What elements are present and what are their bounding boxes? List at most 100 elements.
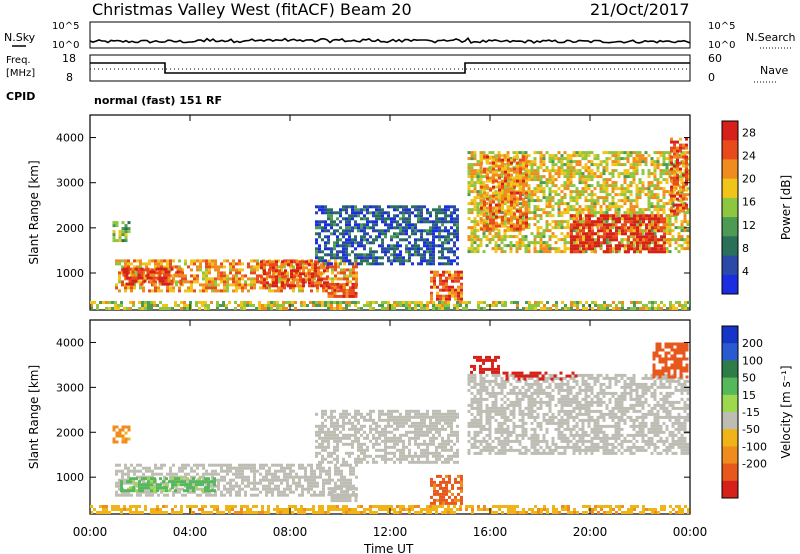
scatter-cell <box>177 483 180 487</box>
scatter-cell <box>557 205 561 209</box>
scatter-cell <box>141 304 144 307</box>
scatter-cell <box>575 193 579 197</box>
scatter-cell <box>265 277 268 281</box>
scatter-cell <box>476 169 480 173</box>
scatter-cell <box>369 301 372 304</box>
scatter-cell <box>211 265 214 269</box>
scatter-cell <box>663 250 666 254</box>
scatter-cell <box>330 232 333 236</box>
scatter-cell <box>575 187 579 191</box>
scatter-cell <box>654 220 657 224</box>
scatter-cell <box>247 481 250 485</box>
scatter-cell <box>498 224 501 228</box>
scatter-cell <box>178 259 181 263</box>
scatter-cell <box>681 307 684 310</box>
scatter-cell <box>591 229 594 233</box>
scatter-cell <box>411 262 414 266</box>
scatter-cell <box>457 276 460 280</box>
scatter-cell <box>381 262 384 266</box>
scatter-cell <box>339 304 342 307</box>
scatter-cell <box>390 226 393 230</box>
scatter-cell <box>632 172 636 176</box>
scatter-cell <box>238 475 241 479</box>
scatter-cell <box>133 469 136 473</box>
scatter-cell <box>609 235 612 239</box>
scatter-cell <box>363 259 366 263</box>
scatter-cell <box>633 220 636 224</box>
scatter-cell <box>433 282 436 286</box>
scatter-cell <box>417 304 420 307</box>
scatter-cell <box>638 226 642 230</box>
scatter-cell <box>308 278 311 282</box>
scatter-cell <box>345 211 348 215</box>
scatter-cell <box>683 214 687 218</box>
scatter-cell <box>263 281 266 285</box>
scatter-cell <box>327 241 330 245</box>
scatter-cell <box>651 247 654 251</box>
scatter-cell <box>438 304 441 307</box>
scatter-cell <box>408 214 411 218</box>
scatter-cell <box>676 182 679 186</box>
scatter-cell <box>351 217 354 221</box>
scatter-cell <box>432 208 435 212</box>
scatter-cell <box>124 431 128 435</box>
scatter-cell <box>510 197 513 201</box>
scatter-cell <box>327 253 330 257</box>
scatter-cell <box>298 268 301 272</box>
scatter-cell <box>196 277 199 281</box>
scatter-cell <box>102 301 105 304</box>
scatter-cell <box>151 268 154 272</box>
scatter-cell <box>450 247 453 251</box>
scatter-cell <box>327 294 331 298</box>
scatter-cell <box>479 199 483 203</box>
scatter-cell <box>473 235 477 239</box>
scatter-cell <box>587 175 591 179</box>
scatter-cell <box>504 304 507 307</box>
scatter-cell <box>127 425 131 429</box>
scatter-cell <box>260 266 263 270</box>
scatter-cell <box>429 214 432 218</box>
scatter-cell <box>317 281 320 285</box>
scatter-cell <box>438 208 441 212</box>
scatter-cell <box>530 217 534 221</box>
scatter-cell <box>624 217 627 221</box>
scatter-cell <box>539 190 543 194</box>
scatter-cell <box>174 483 177 487</box>
scatter-cell <box>542 250 546 254</box>
scatter-cell <box>405 220 408 224</box>
scatter-cell <box>148 466 151 470</box>
scatter-cell <box>629 211 633 215</box>
scatter-cell <box>145 493 148 497</box>
scatter-cell <box>357 244 360 248</box>
scatter-cell <box>333 256 336 260</box>
scatter-cell <box>435 229 438 233</box>
scatter-cell <box>118 230 122 234</box>
scatter-cell <box>366 205 369 209</box>
scatter-cell <box>402 211 405 215</box>
scatter-cell <box>576 247 579 251</box>
scatter-cell <box>650 223 654 227</box>
scatter-cell <box>479 244 483 248</box>
scatter-cell <box>621 307 624 310</box>
scatter-cell <box>560 196 564 200</box>
scatter-cell <box>575 196 579 200</box>
scatter-cell <box>536 235 540 239</box>
scatter-cell <box>435 304 438 307</box>
scatter-cell <box>668 220 672 224</box>
scatter-cell <box>554 235 558 239</box>
scatter-cell <box>606 217 609 221</box>
scatter-cell <box>551 247 555 251</box>
scatter-cell <box>641 232 645 236</box>
scatter-cell <box>408 304 411 307</box>
scatter-cell <box>127 265 130 269</box>
scatter-cell <box>283 271 286 275</box>
scatter-cell <box>676 206 679 210</box>
scatter-cell <box>489 161 492 165</box>
scatter-cell <box>277 463 280 467</box>
scatter-cell <box>319 469 322 473</box>
scatter-cell <box>322 493 325 497</box>
scatter-cell <box>293 269 296 273</box>
scatter-cell <box>372 259 375 263</box>
scatter-cell <box>533 160 537 164</box>
scatter-cell <box>591 301 594 304</box>
